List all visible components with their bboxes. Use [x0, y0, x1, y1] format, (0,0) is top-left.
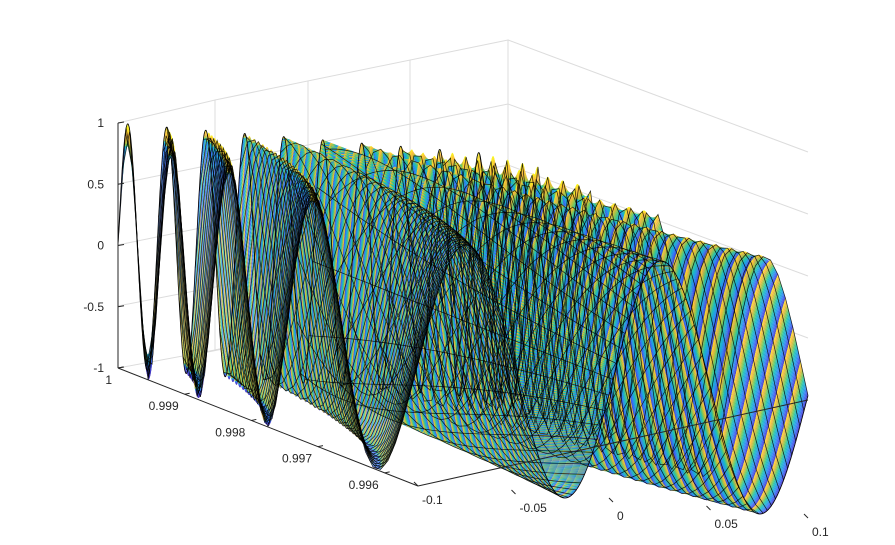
- surface: [118, 124, 808, 514]
